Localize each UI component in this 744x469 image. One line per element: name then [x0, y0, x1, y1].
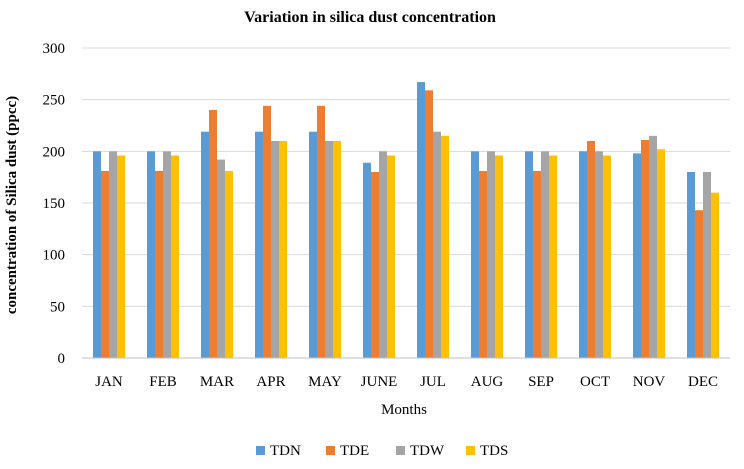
x-tick-label: JUNE — [361, 374, 398, 390]
legend-label-tdn: TDN — [270, 443, 301, 459]
x-tick-label: MAR — [200, 374, 234, 390]
legend-swatch-tde — [326, 446, 335, 455]
bar-tds-apr — [279, 141, 287, 358]
bar-tds-nov — [657, 149, 665, 358]
gridlines — [82, 47, 730, 307]
bar-tdn-may — [309, 131, 317, 358]
bar-tde-aug — [479, 170, 487, 358]
bar-tdn-june — [363, 162, 371, 358]
y-tick-label: 300 — [43, 41, 66, 57]
x-tick-label: APR — [256, 374, 285, 390]
bar-tdw-feb — [163, 151, 171, 358]
y-tick-label: 0 — [58, 351, 66, 367]
bar-tdw-sep — [541, 151, 549, 358]
y-tick-label: 150 — [43, 196, 66, 212]
bar-tdw-jul — [433, 131, 441, 358]
bar-tde-june — [371, 172, 379, 358]
bar-tdw-mar — [217, 159, 225, 358]
y-tick-label: 50 — [50, 299, 65, 315]
y-tick-label: 200 — [43, 144, 66, 160]
bar-tde-apr — [263, 105, 271, 358]
bar-tdw-aug — [487, 151, 495, 358]
y-tick-label: 100 — [43, 248, 66, 264]
bar-tdn-jan — [93, 151, 101, 358]
bar-tdw-apr — [271, 141, 279, 358]
bar-tdw-nov — [649, 135, 657, 358]
bar-tdn-mar — [201, 131, 209, 358]
legend-swatch-tds — [466, 446, 475, 455]
x-tick-label: JAN — [95, 374, 123, 390]
bar-tds-aug — [495, 155, 503, 358]
bar-tde-dec — [695, 210, 703, 358]
bar-tds-oct — [603, 155, 611, 358]
x-tick-label: SEP — [528, 374, 554, 390]
x-tick-label: OCT — [580, 374, 610, 390]
bar-tde-nov — [641, 139, 649, 358]
bar-tdn-sep — [525, 151, 533, 358]
x-tick-label: MAY — [308, 374, 342, 390]
bar-tdn-nov — [633, 153, 641, 358]
bars — [93, 82, 719, 358]
bar-tdw-jan — [109, 151, 117, 358]
x-axis-label: Months — [381, 402, 427, 418]
bar-tdn-oct — [579, 151, 587, 358]
bar-tde-sep — [533, 170, 541, 358]
legend-swatch-tdw — [396, 446, 405, 455]
bar-tds-may — [333, 141, 341, 358]
bar-tdn-dec — [687, 172, 695, 358]
bar-tdw-may — [325, 141, 333, 358]
x-tick-label: NOV — [633, 374, 666, 390]
bar-tde-feb — [155, 170, 163, 358]
x-axis-ticks: JAN FEB MAR APR MAY JUNE JUL AUG SEP OCT NOV DEC — [95, 374, 718, 390]
legend: TDN TDE TDW TDS — [256, 443, 508, 459]
bar-tdw-oct — [595, 151, 603, 358]
bar-tds-jan — [117, 155, 125, 358]
bar-tdn-feb — [147, 151, 155, 358]
bar-tde-mar — [209, 110, 217, 358]
y-tick-label: 250 — [43, 93, 66, 109]
bar-tds-jul — [441, 135, 449, 358]
bar-tdw-june — [379, 151, 387, 358]
bar-tdn-apr — [255, 131, 263, 358]
legend-label-tdw: TDW — [410, 443, 445, 459]
bar-tde-jan — [101, 170, 109, 358]
bar-tds-mar — [225, 170, 233, 358]
legend-label-tde: TDE — [340, 443, 369, 459]
bar-tds-june — [387, 155, 395, 358]
bar-tde-may — [317, 105, 325, 358]
x-tick-label: FEB — [149, 374, 177, 390]
y-axis-label: concentration of Silica dust (ppcc) — [4, 96, 20, 314]
y-axis-ticks: 0 50 100 150 200 250 300 — [43, 41, 66, 367]
bar-tds-feb — [171, 155, 179, 358]
x-tick-label: JUL — [420, 374, 446, 390]
legend-label-tds: TDS — [480, 443, 508, 459]
x-tick-label: DEC — [688, 374, 718, 390]
bar-tde-jul — [425, 90, 433, 358]
bar-tdn-aug — [471, 151, 479, 358]
x-tick-label: AUG — [471, 374, 504, 390]
bar-tds-dec — [711, 192, 719, 358]
bar-tde-oct — [587, 141, 595, 358]
bar-tdw-dec — [703, 172, 711, 358]
chart-title: Variation in silica dust concentration — [244, 9, 496, 26]
legend-swatch-tdn — [256, 446, 265, 455]
bar-tds-sep — [549, 155, 557, 358]
bar-tdn-jul — [417, 82, 425, 358]
